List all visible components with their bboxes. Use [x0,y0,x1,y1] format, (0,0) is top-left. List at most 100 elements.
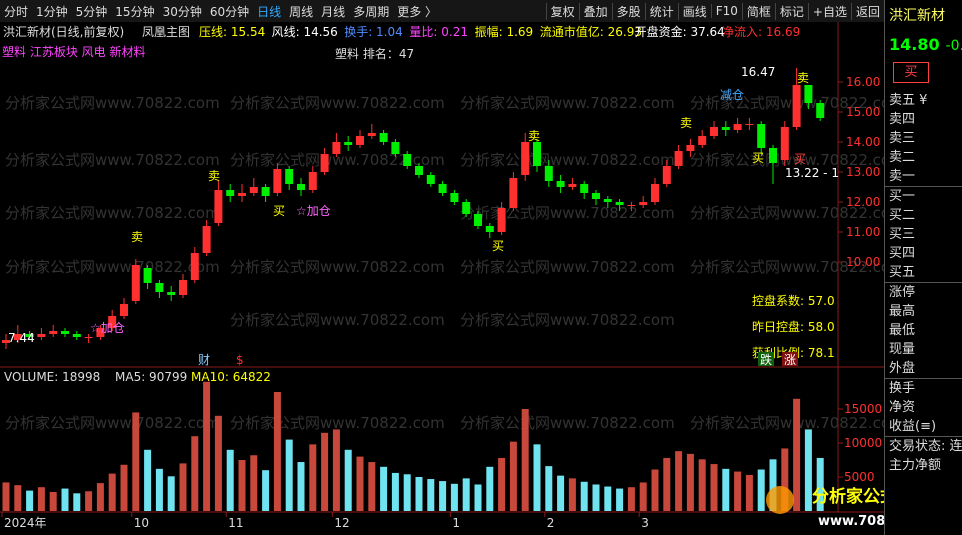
toolbar-button[interactable]: 简框 [741,2,775,20]
toolbar-button[interactable]: 复权 [545,2,579,20]
volume-bar [250,455,258,511]
volume-bar [2,482,10,511]
toolbar-button[interactable]: 返回 [850,2,884,20]
order-book-row: 买四 [889,246,916,261]
candle-body [226,190,235,196]
toolbar-button[interactable]: 1分钟 [36,4,68,19]
candle-body [285,169,294,184]
order-book-row: 卖一 [889,169,916,184]
volume-bar [144,449,152,511]
y-tick-label: 15.00 [846,105,880,119]
volume-bar [61,488,69,511]
order-book-row: 买一 [885,186,962,206]
volume-bar [521,409,529,511]
volume-bar [49,491,57,511]
volume-bar [191,436,199,511]
volume-bar [332,429,340,511]
candle-body [261,187,270,196]
stat: 流通市值亿: 26.93 [540,24,642,39]
volume-bar [533,444,541,511]
volume-bar [757,469,765,511]
watermark: 分析家公式网www.70822.com [230,94,445,112]
watermark: 分析家公式网www.70822.com [460,414,675,432]
candle-body [391,142,400,154]
candle-body [131,265,140,301]
candle-body [721,127,730,130]
annotation: 13.22 - 1 [785,166,839,180]
watermark: 分析家公式网www.70822.com [5,94,220,112]
toolbar-button[interactable]: 多周期 [353,4,390,19]
volume-bar [238,460,246,511]
watermark: 分析家公式网www.70822.com [5,151,220,169]
candle-body [627,205,636,206]
toolbar-button[interactable]: 叠加 [578,2,612,20]
stat: 振幅: 1.69 [475,24,534,39]
price-row: 14.80 -0.3 [885,32,962,58]
toolbar-button[interactable]: 多股 [611,2,645,20]
volume-title: VOLUME: 18998 [4,370,100,384]
volume-bar [450,483,458,511]
volume-bar [509,441,517,511]
toolbar-button[interactable]: 更多 〉 [397,4,438,19]
logo-url: www.70822.com [818,514,884,529]
toolbar-button[interactable]: 日线 [257,4,282,19]
toolbar-button[interactable]: 分时 [4,4,29,19]
x-tick-label: 10 [134,516,149,530]
volume-bar [415,477,423,511]
candle-body [367,133,376,136]
x-tick-label: 2024年 [4,516,47,530]
candle-body [320,154,329,172]
candle-body [769,148,777,163]
candle-body [308,172,317,190]
marker-bg [758,352,774,366]
candle-body [179,280,187,295]
toolbar-button[interactable]: +自选 [807,2,851,20]
toolbar-button[interactable]: 标记 [774,2,808,20]
volume-bar [203,381,211,511]
volume-bar [262,470,270,511]
toolbar-button[interactable]: 5分钟 [75,4,108,19]
volume-bar [698,459,706,511]
watermark: 分析家公式网www.70822.com [690,204,884,222]
stat: 压线: 15.54 [199,25,265,39]
overlay-stat: 昨日控盘: 58.0 [752,319,835,334]
candle-body [780,127,789,160]
volume-bar [710,464,718,511]
y-tick-label: 13.00 [846,165,880,179]
toolbar-button[interactable]: F10 [710,4,742,18]
annotation: 买 [752,151,764,165]
toolbar-button[interactable]: 30分钟 [162,4,202,19]
buy-button[interactable]: 买 [893,62,929,83]
y-tick-label: 12.00 [846,195,880,209]
volume-bar [663,457,671,511]
volume-bar [214,415,222,511]
candle-body [344,142,353,145]
quote-field: 主力净额 [889,458,942,473]
volume-bar [580,481,588,511]
toolbar-button[interactable]: 画线 [677,2,711,20]
candle-body [651,184,659,202]
toolbar-button[interactable]: 统计 [644,2,678,20]
candle-body [438,184,447,193]
candle-body [580,184,589,193]
candle-body [61,331,69,334]
toolbar-button[interactable]: 月线 [321,4,346,19]
volume-bar [73,493,81,511]
candle-body [214,190,223,223]
watermark: 分析家公式网www.70822.com [690,414,884,432]
rank: 塑料 排名：47 [335,46,414,61]
volume-bar [297,462,305,511]
volume-bar [474,484,482,511]
volume-bar [285,439,293,511]
volume-bar [439,481,447,511]
stat: 量比: 0.21 [409,25,468,39]
y-tick-label: 10.00 [846,255,880,269]
volume-bar [745,474,753,511]
toolbar-button[interactable]: 周线 [289,4,314,19]
watermark: 分析家公式网www.70822.com [5,204,220,222]
toolbar-button[interactable]: 60分钟 [209,4,250,19]
volume-bar [675,451,683,511]
candle-body [474,214,482,226]
annotation: ☆加仓 [296,204,331,218]
toolbar-button[interactable]: 15分钟 [115,4,155,19]
